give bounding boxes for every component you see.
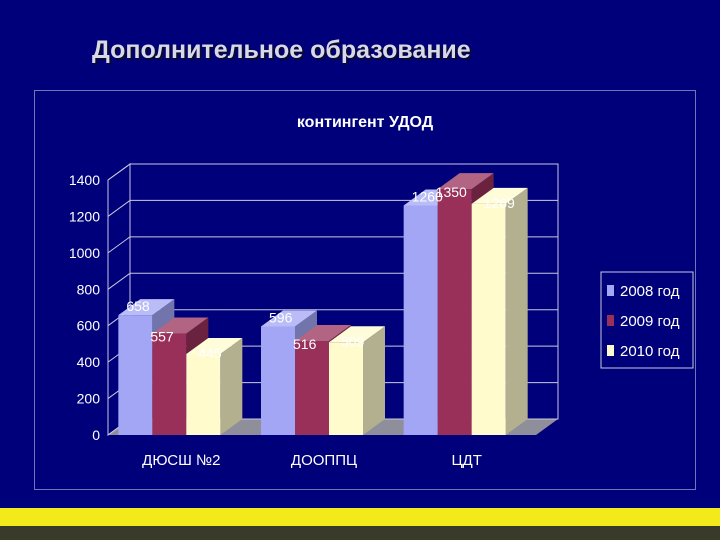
chart-bars — [118, 173, 528, 435]
y-tick-label: 400 — [77, 354, 101, 370]
x-tick-label: ЦДТ — [451, 452, 481, 469]
bar-front — [329, 342, 363, 435]
y-tick-label: 1000 — [69, 245, 100, 261]
data-label: 557 — [150, 329, 174, 345]
bar-top — [118, 299, 175, 316]
bar-2-3 — [329, 326, 385, 435]
bar-front — [152, 333, 187, 435]
slide-title: Дополнительное образование — [92, 36, 471, 64]
bar-front — [437, 189, 472, 435]
legend-swatch — [607, 285, 614, 296]
bar-side — [220, 337, 243, 435]
footer-yellow-band — [0, 508, 720, 526]
data-label: 445 — [198, 345, 222, 361]
x-tick-label: ДООППЦ — [291, 452, 357, 469]
legend-swatch — [607, 315, 614, 326]
y-tick-label: 200 — [77, 391, 101, 407]
data-label: 516 — [293, 336, 317, 352]
chart-frame — [34, 90, 696, 490]
bar-top — [261, 310, 317, 327]
bar-top — [295, 325, 351, 342]
bar-3-3 — [471, 187, 528, 435]
legend-swatch — [607, 345, 614, 356]
x-tick-label: ДЮСШ №2 — [142, 452, 220, 469]
bar-top — [152, 317, 209, 334]
y-tick-label: 800 — [77, 281, 101, 297]
footer-dark-band — [0, 526, 720, 540]
gridline — [107, 163, 558, 181]
y-tick-label: 1200 — [69, 208, 100, 224]
legend-label: 2010 год — [620, 343, 680, 360]
bar-top — [437, 173, 494, 190]
chart-legend: 2008 год 2009 год 2010 год — [600, 271, 694, 369]
bar-front — [295, 341, 329, 435]
bar-side — [363, 326, 385, 435]
x-axis: ДЮСШ №2 ДООППЦ ЦДТ — [142, 452, 482, 469]
bar-front — [403, 205, 438, 435]
legend-box — [600, 271, 694, 369]
data-label: 1269 — [484, 195, 515, 211]
bar-top — [471, 187, 528, 204]
chart-title: контингент УДОД — [297, 114, 434, 131]
data-label: 596 — [269, 309, 293, 325]
data-label: 658 — [126, 298, 150, 314]
bar-top — [186, 337, 243, 354]
y-tick-label: 600 — [77, 318, 101, 334]
legend-label: 2009 год — [620, 313, 680, 330]
bar-front — [261, 326, 295, 435]
bar-front — [186, 353, 221, 435]
bar-front — [471, 203, 506, 435]
data-label: 1350 — [436, 184, 467, 200]
bar-1-3 — [186, 337, 243, 435]
bar-front — [118, 315, 153, 435]
data-label: 509 — [341, 333, 365, 349]
y-tick-label: 0 — [92, 427, 100, 443]
y-axis: 0 200 400 600 800 1000 1200 1400 — [69, 172, 100, 443]
y-tick-label: 1400 — [69, 172, 100, 188]
bar-side — [505, 187, 528, 435]
bar-top — [329, 326, 385, 343]
data-label: 1260 — [412, 189, 443, 205]
legend-label: 2008 год — [620, 283, 680, 300]
